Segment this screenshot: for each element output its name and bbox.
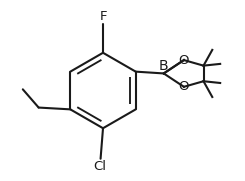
Text: Cl: Cl <box>93 160 106 173</box>
Text: O: O <box>179 54 189 67</box>
Text: F: F <box>99 10 107 23</box>
Text: O: O <box>179 80 189 93</box>
Text: B: B <box>159 58 169 73</box>
